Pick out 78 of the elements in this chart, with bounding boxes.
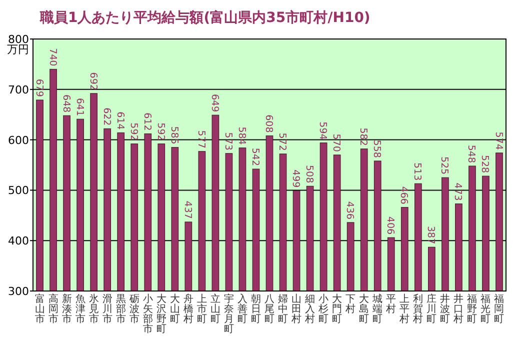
x-tick-label: 舟橋村 <box>182 293 194 325</box>
x-tick-label: 高岡市 <box>48 293 58 325</box>
x-tick-label: 平村 <box>385 294 396 315</box>
chart-title: 職員1人あたり平均給与額(富山県内35市町村/H10) <box>39 9 370 26</box>
y-tick-label: 700 <box>8 83 29 96</box>
data-label: 525 <box>438 156 450 175</box>
data-label: 573 <box>222 132 234 150</box>
x-tick-label: 下村 <box>344 294 356 315</box>
x-tick-label: 庄川町 <box>426 293 437 325</box>
data-label: 572 <box>276 132 288 151</box>
data-label: 585 <box>168 126 180 144</box>
data-label: 692 <box>87 72 98 90</box>
x-tick-label: 宇奈月町 <box>224 293 234 335</box>
data-label: 622 <box>100 108 112 126</box>
data-label: 612 <box>141 112 152 131</box>
x-tick-label: 婦中町 <box>278 294 288 325</box>
data-label: 592 <box>128 122 139 141</box>
x-tick-label: 八尾町 <box>264 294 274 325</box>
data-label: 406 <box>384 216 396 235</box>
x-tick-label: 朝日町 <box>250 293 261 325</box>
x-tick-label: 新湊市 <box>62 293 72 325</box>
x-tick-label: 福光町 <box>480 293 491 325</box>
x-tick-label: 大島町 <box>359 293 370 325</box>
x-tick-label: 井口村 <box>452 293 464 325</box>
data-label: 466 <box>398 186 410 204</box>
x-tick-label: 魚津市 <box>75 293 86 325</box>
data-label: 641 <box>74 98 85 116</box>
data-label: 513 <box>412 162 423 181</box>
x-tick-label: 大沢野町 <box>156 293 166 335</box>
y-tick-label: 800 <box>8 33 29 46</box>
x-tick-label: 利賀村 <box>412 293 424 325</box>
x-tick-label: 大山町 <box>170 293 180 325</box>
x-tick-label: 山田村 <box>290 293 302 325</box>
x-tick-label: 小杉町 <box>318 293 329 325</box>
x-tick-label: 大門町 <box>332 293 342 325</box>
data-label: 577 <box>195 130 206 148</box>
x-tick-label: 入善町 <box>237 293 248 325</box>
data-label: 528 <box>479 154 490 174</box>
data-label: 473 <box>452 182 464 201</box>
data-label: 570 <box>330 134 342 152</box>
data-label: 437 <box>182 200 193 219</box>
data-label: 387 <box>425 226 436 244</box>
data-label: 558 <box>371 140 382 158</box>
y-tick-label: 600 <box>8 134 29 147</box>
data-label: 548 <box>466 144 477 164</box>
x-tick-label: 上平村 <box>398 293 410 325</box>
x-tick-label: 上市町 <box>196 293 207 325</box>
x-tick-label: 小矢部市 <box>142 293 153 335</box>
data-label: 679 <box>33 78 44 97</box>
x-tick-label: 富山市 <box>34 293 45 325</box>
data-label: 582 <box>358 128 369 146</box>
x-tick-label: 井波町 <box>440 293 450 325</box>
x-tick-label: 福岡町 <box>494 293 504 325</box>
x-tick-label: 立山町 <box>210 293 220 325</box>
y-tick-label: 500 <box>8 184 29 198</box>
data-label: 649 <box>208 94 220 112</box>
data-label: 614 <box>114 112 126 130</box>
x-tick-label: 氷見市 <box>88 293 99 325</box>
data-label: 592 <box>154 122 166 141</box>
y-tick-label: 300 <box>8 285 29 298</box>
data-label: 542 <box>249 148 260 166</box>
data-label: 584 <box>236 126 247 145</box>
x-tick-label: 黒部市 <box>116 294 126 325</box>
data-label: 508 <box>304 165 315 184</box>
x-tick-label: 福野町 <box>467 293 478 325</box>
data-label: 499 <box>290 170 302 188</box>
x-tick-label: 滑川市 <box>102 293 112 325</box>
x-tick-label: 砺波市 <box>128 294 140 325</box>
data-label: 740 <box>46 48 58 66</box>
data-label: 574 <box>492 132 504 150</box>
x-tick-label: 細入村 <box>304 294 316 325</box>
data-label: 648 <box>60 94 72 113</box>
data-label: 436 <box>344 201 356 220</box>
y-axis-title: 万円 <box>7 43 29 56</box>
data-label: 594 <box>317 122 328 140</box>
x-tick-label: 城端町 <box>372 293 383 325</box>
y-tick-label: 400 <box>8 234 29 248</box>
data-label: 608 <box>263 114 274 133</box>
